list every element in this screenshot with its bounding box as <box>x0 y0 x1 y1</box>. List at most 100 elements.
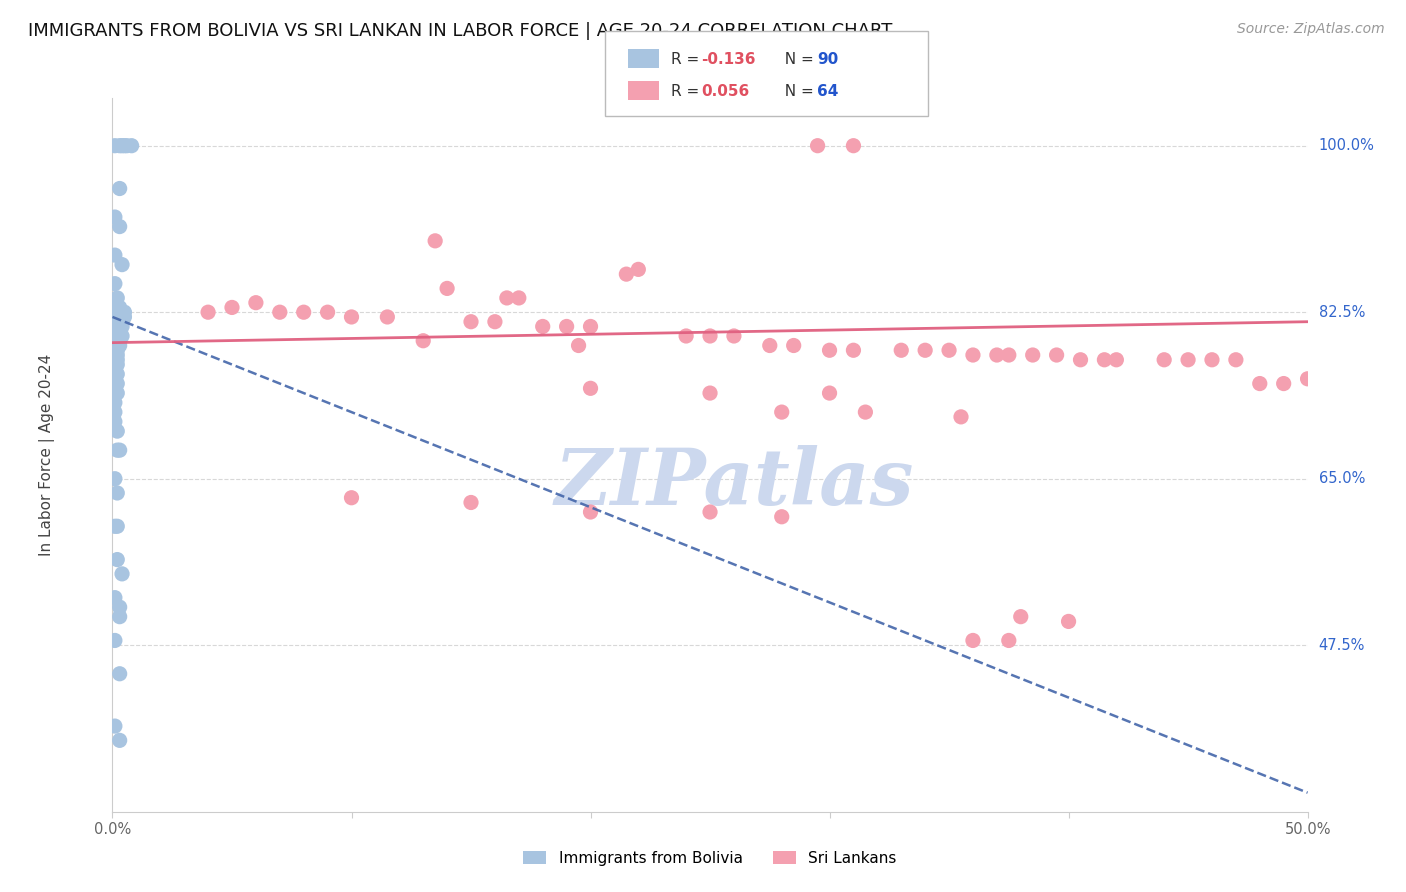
Sri Lankans <box>245 295 267 310</box>
Immigrants from Bolivia <box>105 443 128 458</box>
Immigrants from Bolivia <box>108 600 131 615</box>
Immigrants from Bolivia <box>104 343 127 358</box>
Text: R =: R = <box>671 53 704 68</box>
Immigrants from Bolivia <box>105 519 128 533</box>
Immigrants from Bolivia <box>105 305 128 319</box>
Sri Lankans <box>1201 352 1223 367</box>
Immigrants from Bolivia <box>105 329 128 343</box>
Immigrants from Bolivia <box>104 719 127 733</box>
Immigrants from Bolivia <box>104 348 127 362</box>
Sri Lankans <box>340 491 363 505</box>
Sri Lankans <box>807 138 830 153</box>
Sri Lankans <box>759 338 782 352</box>
Legend: Immigrants from Bolivia, Sri Lankans: Immigrants from Bolivia, Sri Lankans <box>517 845 903 871</box>
Immigrants from Bolivia <box>104 358 127 372</box>
Sri Lankans <box>998 348 1021 362</box>
Sri Lankans <box>555 319 578 334</box>
Immigrants from Bolivia <box>105 376 128 391</box>
Immigrants from Bolivia <box>108 181 131 195</box>
Sri Lankans <box>1177 352 1199 367</box>
Immigrants from Bolivia <box>104 301 127 315</box>
Text: -0.136: -0.136 <box>702 53 756 68</box>
Sri Lankans <box>938 343 960 358</box>
Sri Lankans <box>627 262 650 277</box>
Text: N =: N = <box>775 84 818 99</box>
Text: 47.5%: 47.5% <box>1319 638 1365 653</box>
Sri Lankans <box>579 319 602 334</box>
Immigrants from Bolivia <box>104 324 127 338</box>
Immigrants from Bolivia <box>105 291 128 305</box>
Sri Lankans <box>292 305 315 319</box>
Immigrants from Bolivia <box>104 138 127 153</box>
Sri Lankans <box>699 386 721 401</box>
Immigrants from Bolivia <box>104 633 127 648</box>
Immigrants from Bolivia <box>108 315 131 329</box>
Immigrants from Bolivia <box>105 367 128 381</box>
Immigrants from Bolivia <box>104 591 127 605</box>
Immigrants from Bolivia <box>104 367 127 381</box>
Text: 0.056: 0.056 <box>702 84 749 99</box>
Sri Lankans <box>1045 348 1069 362</box>
Sri Lankans <box>377 310 399 324</box>
Sri Lankans <box>508 291 530 305</box>
Sri Lankans <box>853 405 877 419</box>
Immigrants from Bolivia <box>114 138 135 153</box>
Sri Lankans <box>425 234 447 248</box>
Immigrants from Bolivia <box>104 519 127 533</box>
Immigrants from Bolivia <box>105 343 128 358</box>
Sri Lankans <box>221 301 243 315</box>
Immigrants from Bolivia <box>111 329 134 343</box>
Immigrants from Bolivia <box>104 334 127 348</box>
Immigrants from Bolivia <box>104 305 127 319</box>
Immigrants from Bolivia <box>105 301 128 315</box>
Immigrants from Bolivia <box>108 301 131 315</box>
Sri Lankans <box>1069 352 1091 367</box>
Sri Lankans <box>1057 615 1080 629</box>
Sri Lankans <box>675 329 697 343</box>
Immigrants from Bolivia <box>111 310 134 324</box>
Text: In Labor Force | Age 20-24: In Labor Force | Age 20-24 <box>39 354 55 556</box>
Sri Lankans <box>770 509 793 524</box>
Immigrants from Bolivia <box>115 138 138 153</box>
Sri Lankans <box>460 315 482 329</box>
Immigrants from Bolivia <box>111 305 134 319</box>
Immigrants from Bolivia <box>105 348 128 362</box>
Sri Lankans <box>1010 609 1032 624</box>
Sri Lankans <box>962 348 984 362</box>
Immigrants from Bolivia <box>108 733 131 747</box>
Immigrants from Bolivia <box>104 277 127 291</box>
Sri Lankans <box>699 329 721 343</box>
Sri Lankans <box>1153 352 1175 367</box>
Immigrants from Bolivia <box>104 386 127 401</box>
Sri Lankans <box>531 319 554 334</box>
Sri Lankans <box>890 343 912 358</box>
Text: Source: ZipAtlas.com: Source: ZipAtlas.com <box>1237 22 1385 37</box>
Sri Lankans <box>316 305 339 319</box>
Immigrants from Bolivia <box>108 609 131 624</box>
Sri Lankans <box>1249 376 1271 391</box>
Sri Lankans <box>496 291 519 305</box>
Sri Lankans <box>614 267 637 281</box>
Immigrants from Bolivia <box>108 329 131 343</box>
Sri Lankans <box>842 343 865 358</box>
Immigrants from Bolivia <box>111 319 134 334</box>
Sri Lankans <box>1320 224 1343 238</box>
Immigrants from Bolivia <box>108 443 131 458</box>
Sri Lankans <box>842 138 865 153</box>
Immigrants from Bolivia <box>105 324 128 338</box>
Sri Lankans <box>818 343 841 358</box>
Immigrants from Bolivia <box>104 415 127 429</box>
Sri Lankans <box>1225 352 1247 367</box>
Immigrants from Bolivia <box>105 319 128 334</box>
Sri Lankans <box>782 338 804 352</box>
Sri Lankans <box>1296 372 1319 386</box>
Sri Lankans <box>436 281 458 295</box>
Immigrants from Bolivia <box>104 248 127 262</box>
Immigrants from Bolivia <box>108 666 131 681</box>
Text: R =: R = <box>671 84 704 99</box>
Sri Lankans <box>1092 352 1115 367</box>
Immigrants from Bolivia <box>105 310 128 324</box>
Sri Lankans <box>579 381 602 395</box>
Sri Lankans <box>340 310 363 324</box>
Immigrants from Bolivia <box>104 472 127 486</box>
